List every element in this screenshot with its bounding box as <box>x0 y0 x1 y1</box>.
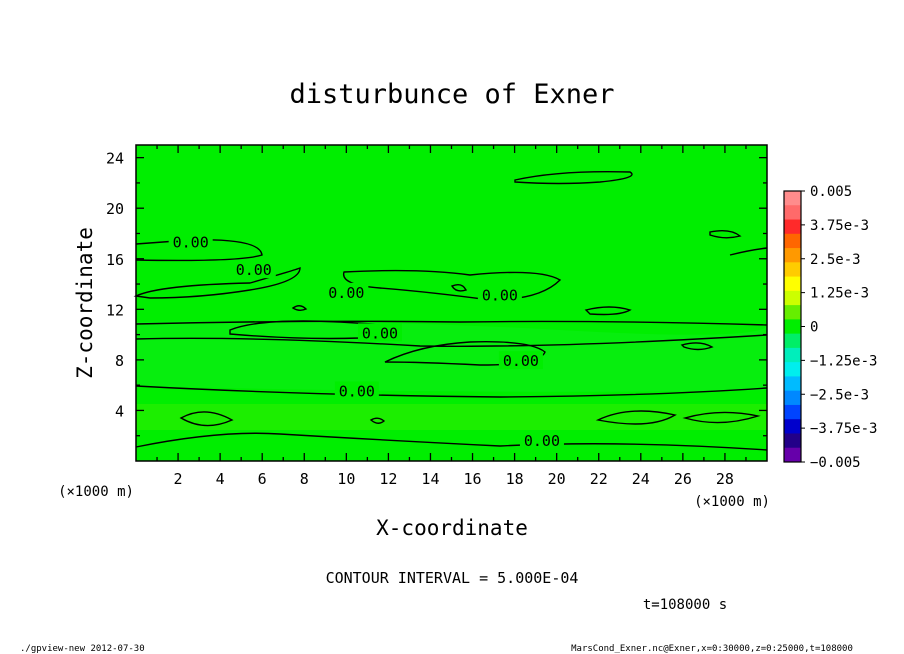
contour-label-bg <box>357 323 402 342</box>
contour-lines <box>133 170 768 451</box>
x-tick-label: 20 <box>548 470 566 488</box>
colorbar-swatch <box>784 276 801 292</box>
colorbar-swatch <box>784 305 801 320</box>
contour-label: 0.00 <box>524 432 560 450</box>
colorbar-swatch <box>784 262 801 278</box>
colorbar-label: −1.25e-3 <box>810 353 877 369</box>
colorbar-swatch <box>784 376 801 392</box>
contour-interval-label: CONTOUR INTERVAL = 5.000E-04 <box>326 569 579 587</box>
x-tick-label: 14 <box>421 470 439 488</box>
colorbar-swatch <box>784 404 801 420</box>
chart-title: disturbunce of Exner <box>289 79 614 110</box>
colorbar-swatch <box>784 433 801 449</box>
contour-label: 0.00 <box>503 352 539 370</box>
x-tick-label: 10 <box>337 470 355 488</box>
colorbar-swatch <box>784 290 801 306</box>
colorbar <box>783 190 805 463</box>
colorbar-label: −2.5e-3 <box>810 387 869 403</box>
x-tick-label: 28 <box>716 470 734 488</box>
x-tick-label: 2 <box>174 470 183 488</box>
colorbar-label: 2.5e-3 <box>810 252 861 268</box>
contour-label-bg <box>498 351 543 370</box>
x-tick-label: 12 <box>379 470 397 488</box>
field-band-low <box>136 404 767 430</box>
colorbar-swatch <box>784 248 801 263</box>
axis-ticks <box>136 145 767 461</box>
colorbar-labels: 0.005 3.75e-3 2.5e-3 1.25e-3 0 −1.25e-3 −2.5e-… <box>810 184 877 471</box>
colorbar-swatch <box>784 447 801 463</box>
contour-label-bg <box>519 430 564 449</box>
y-tick-label: 8 <box>115 352 124 370</box>
colorbar-swatch <box>784 390 801 406</box>
y-tick-label: 24 <box>106 150 124 168</box>
x-tick-label: 24 <box>632 470 650 488</box>
x-tick-label: 16 <box>464 470 482 488</box>
footer-left: ./gpview-new 2012-07-30 <box>20 644 145 654</box>
colorbar-label: 0.005 <box>810 184 852 200</box>
contour-label: 0.00 <box>362 324 398 342</box>
colorbar-label: −3.75e-3 <box>810 421 877 437</box>
contour-label: 0.00 <box>328 284 364 302</box>
y-tick-label: 12 <box>106 301 124 319</box>
contour-label-bg <box>168 232 213 251</box>
x-tick-label: 26 <box>674 470 692 488</box>
contour-label: 0.00 <box>339 382 375 400</box>
colorbar-swatch <box>784 233 801 249</box>
x-tick-label: 4 <box>216 470 225 488</box>
time-label: t=108000 s <box>643 597 727 613</box>
colorbar-swatch <box>784 205 801 221</box>
colorbar-label: −0.005 <box>810 455 861 471</box>
contour-label-bg <box>334 381 379 400</box>
contour-label-bg <box>231 260 276 279</box>
x-tick-label: 18 <box>506 470 524 488</box>
y-unit-label: (×1000 m) <box>58 484 134 500</box>
x-unit-label: (×1000 m) <box>694 494 770 510</box>
contour-label-bg <box>477 285 522 304</box>
colorbar-label: 0 <box>810 320 818 336</box>
x-tick-label: 6 <box>258 470 267 488</box>
colorbar-swatch <box>784 419 801 434</box>
colorbar-swatch <box>784 362 801 377</box>
x-tick-label: 8 <box>300 470 309 488</box>
y-tick-label: 20 <box>106 200 124 218</box>
y-axis-title: Z-coordinate <box>73 227 97 379</box>
contour-label: 0.00 <box>482 286 518 304</box>
colorbar-swatch <box>784 319 801 335</box>
colorbar-label: 3.75e-3 <box>810 218 869 234</box>
x-axis-title: X-coordinate <box>376 516 528 540</box>
colorbar-label: 1.25e-3 <box>810 286 869 302</box>
contour-label: 0.00 <box>236 261 272 279</box>
y-tick-label: 16 <box>106 251 124 269</box>
field-band-mid <box>136 321 768 392</box>
y-tick-label: 4 <box>115 402 124 420</box>
x-tick-label: 22 <box>590 470 608 488</box>
colorbar-swatch <box>784 347 801 363</box>
contour-label-bg <box>324 282 369 301</box>
colorbar-swatch <box>784 219 801 235</box>
contour-label-group: 0.00 0.00 0.00 0.00 0.00 0.00 0.00 0.00 <box>168 232 564 450</box>
colorbar-swatch <box>784 333 801 349</box>
footer-right: MarsCond_Exner.nc@Exner,x=0:30000,z=0:25… <box>571 644 853 654</box>
colorbar-swatch <box>784 191 801 206</box>
contour-label: 0.00 <box>173 233 209 251</box>
